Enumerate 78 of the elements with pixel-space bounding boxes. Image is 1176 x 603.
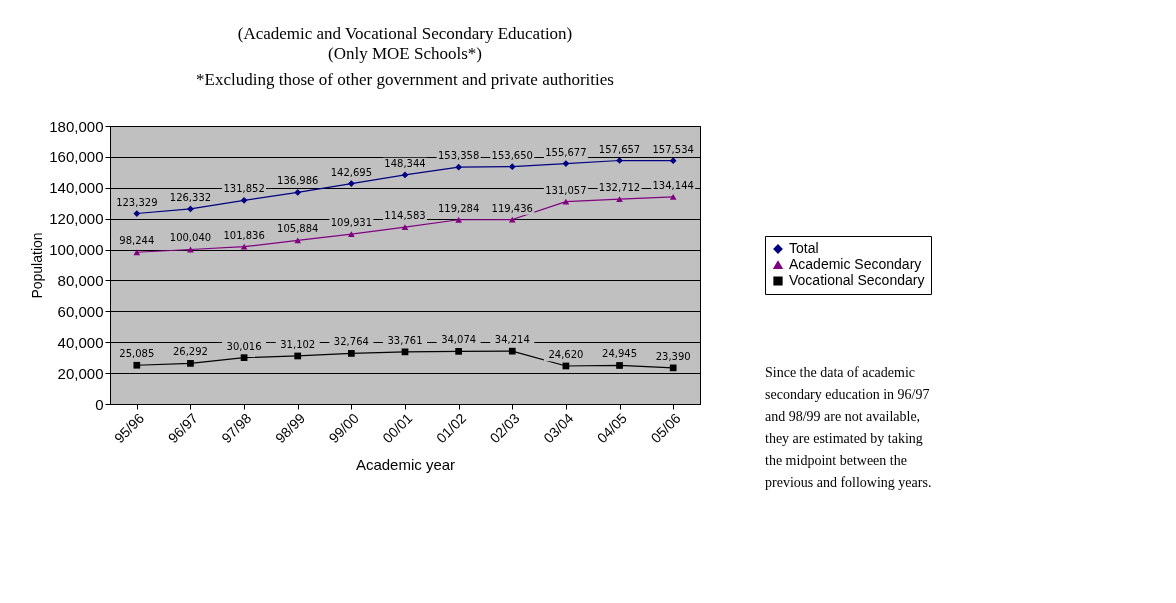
chart-title: (Academic and Vocational Secondary Education) <box>237 24 573 43</box>
point <box>133 361 141 369</box>
point <box>240 354 248 361</box>
point <box>348 350 355 357</box>
data-label: 134,144 <box>652 179 694 191</box>
legend-label: Total <box>789 240 819 256</box>
y-tick-label: 160,000 <box>49 148 104 166</box>
data-label: 32,764 <box>333 336 369 348</box>
data-label: 157,534 <box>652 143 694 155</box>
data-label: 153,358 <box>437 150 480 162</box>
point <box>508 163 516 171</box>
data-label: 119,436 <box>491 202 533 214</box>
data-label: 33,761 <box>387 334 423 346</box>
point <box>669 193 677 200</box>
data-label: 24,945 <box>602 348 638 360</box>
point <box>187 360 194 367</box>
y-tick-label: 100,000 <box>49 241 104 259</box>
point <box>508 347 516 355</box>
data-label: 131,852 <box>223 183 265 195</box>
data-label: 126,332 <box>169 191 212 203</box>
y-tick-label: 20,000 <box>57 364 104 382</box>
y-tick-label: 120,000 <box>49 210 104 228</box>
point <box>616 362 623 369</box>
point <box>401 224 409 230</box>
point <box>294 352 302 360</box>
data-label: 109,931 <box>330 217 373 229</box>
data-label: 136,986 <box>277 175 319 187</box>
y-tick-label: 180,000 <box>49 117 104 135</box>
point <box>455 348 462 355</box>
data-label: 24,620 <box>548 348 584 360</box>
point <box>133 249 141 256</box>
y-axis-title: Population <box>29 232 46 299</box>
y-tick-label: 60,000 <box>57 302 104 320</box>
point <box>294 189 302 196</box>
data-label: 142,695 <box>330 166 373 178</box>
legend-label: Academic Secondary <box>789 256 922 272</box>
y-tick-label: 40,000 <box>57 333 104 351</box>
data-label: 101,836 <box>223 229 265 241</box>
text: Since the data of academic secondary education in 96/97 and 98/99 are not available, they are estimated by taking the midpoint between the previous and following years. <box>765 365 932 490</box>
point <box>616 157 623 164</box>
data-label: 114,583 <box>384 210 426 222</box>
point <box>616 196 623 202</box>
point <box>669 157 677 165</box>
point <box>455 216 462 223</box>
legend-label: Vocational Secondary <box>789 272 925 288</box>
chart-subtitle: (Only MOE Schools*) *Excluding those of other government and private authorities <box>196 44 614 89</box>
data-label: 34,214 <box>494 334 530 346</box>
y-tick-label: 80,000 <box>57 271 104 289</box>
point <box>401 171 409 179</box>
point <box>240 243 248 250</box>
data-label: 31,102 <box>280 338 316 350</box>
y-tick-label: 140,000 <box>49 179 104 197</box>
data-label: 98,244 <box>119 235 155 247</box>
data-label: 119,284 <box>437 202 480 214</box>
data-label: 26,292 <box>172 346 208 358</box>
data-label: 132,712 <box>598 182 641 194</box>
data-label: 157,657 <box>598 143 641 155</box>
data-label: 148,344 <box>384 157 426 169</box>
data-label: 23,390 <box>655 350 691 362</box>
point <box>133 210 141 217</box>
y-tick-label: 0 <box>95 395 104 413</box>
point <box>348 231 355 238</box>
point <box>240 197 248 204</box>
point <box>669 364 677 372</box>
data-label: 155,677 <box>545 146 587 158</box>
data-label: 131,057 <box>545 184 587 196</box>
x-axis-title: Academic year <box>355 456 456 474</box>
data-label: 100,040 <box>169 232 212 244</box>
point <box>455 163 462 171</box>
data-label: 153,650 <box>491 149 533 161</box>
data-label: 123,329 <box>116 196 158 208</box>
data-label: 30,016 <box>226 340 262 352</box>
data-label: 25,085 <box>119 348 155 360</box>
point <box>562 160 570 167</box>
point <box>187 205 194 213</box>
data-label: 34,074 <box>441 334 477 346</box>
data-label: 105,884 <box>277 223 319 235</box>
point <box>348 180 355 187</box>
